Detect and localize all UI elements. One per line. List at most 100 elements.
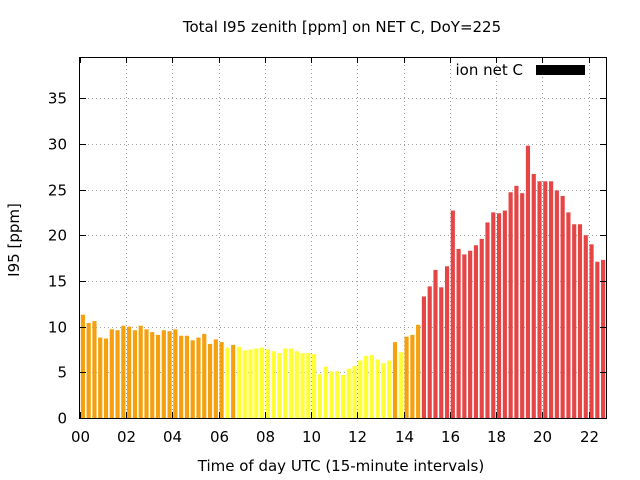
bar [404, 336, 409, 418]
x-tick-label: 06 [210, 428, 229, 446]
bar [468, 250, 473, 418]
x-tick-label: 16 [441, 428, 460, 446]
bar [300, 353, 305, 418]
bar [554, 190, 559, 418]
bar [577, 224, 583, 418]
bar [288, 348, 294, 418]
bar [520, 193, 525, 418]
legend-label: ion net C [456, 61, 523, 79]
bar [254, 348, 259, 418]
bar [444, 266, 450, 418]
bar [358, 360, 363, 418]
bar [80, 314, 85, 418]
bar [260, 347, 265, 418]
x-tick-label: 12 [348, 428, 367, 446]
bar [364, 355, 369, 418]
bar [502, 210, 507, 418]
axis-ticks: 00 02 04 06 08 10 12 14 16 18 20 22 0 5 10 15 20 25 30 35 [48, 57, 606, 446]
bar [473, 245, 479, 418]
bar [335, 371, 340, 418]
bar [144, 329, 149, 418]
bar [103, 338, 109, 418]
bar [491, 212, 496, 418]
chart-title: Total I95 zenith [ppm] on NET C, DoY=225 [182, 18, 501, 36]
bar [427, 286, 432, 418]
y-tick-label: 35 [48, 90, 67, 108]
bar [346, 368, 351, 418]
bar [225, 347, 230, 418]
bar [433, 269, 438, 418]
bar [514, 185, 519, 418]
y-tick-label: 25 [48, 182, 67, 200]
bar [398, 352, 403, 418]
bar [560, 195, 565, 418]
bar [98, 337, 103, 418]
bar [595, 261, 600, 418]
bar [150, 332, 155, 418]
bar [496, 213, 502, 418]
y-tick-label: 10 [48, 319, 67, 337]
bar [572, 224, 577, 418]
bar [525, 145, 531, 418]
bar [283, 348, 288, 418]
bar [462, 254, 467, 418]
x-tick-label: 04 [163, 428, 182, 446]
bar [375, 359, 380, 418]
bar [213, 339, 218, 418]
bar [479, 238, 484, 418]
bar [392, 342, 398, 418]
y-tick-label: 30 [48, 136, 67, 154]
bar [352, 365, 357, 418]
bar [271, 351, 276, 418]
bar [589, 244, 594, 418]
bar [138, 325, 143, 418]
y-tick-label: 15 [48, 273, 67, 291]
y-tick-label: 20 [48, 227, 67, 245]
bar [543, 181, 548, 418]
bar-series [80, 145, 606, 418]
bar [329, 371, 334, 418]
bar [132, 330, 137, 418]
x-tick-label: 00 [71, 428, 90, 446]
bar [537, 181, 542, 418]
bar [312, 354, 317, 418]
x-tick-label: 02 [117, 428, 136, 446]
bar [277, 353, 282, 418]
bar [323, 366, 328, 418]
bar [115, 330, 120, 418]
x-tick-label: 18 [487, 428, 506, 446]
bar [196, 337, 201, 418]
y-axis-label: I95 [ppm] [5, 203, 23, 277]
bar [508, 192, 513, 418]
x-tick-label: 10 [302, 428, 321, 446]
legend: ion net C [456, 61, 585, 79]
bar [236, 346, 242, 418]
bar [231, 344, 236, 418]
legend-swatch [536, 65, 585, 75]
bar [92, 321, 97, 418]
bar [601, 259, 606, 418]
bar [109, 329, 114, 418]
bar [248, 349, 253, 418]
bar [202, 333, 207, 418]
bar [381, 363, 386, 418]
bar [549, 181, 554, 418]
x-axis-label: Time of day UTC (15-minute intervals) [197, 457, 484, 475]
bar [450, 210, 455, 418]
y-tick-label: 0 [57, 410, 67, 428]
bar [173, 329, 178, 418]
bar [86, 322, 91, 418]
bar [387, 360, 392, 418]
bar [439, 287, 444, 418]
bar [242, 350, 247, 418]
bar [340, 375, 346, 418]
bar [219, 342, 224, 418]
plot-frame [79, 57, 607, 419]
bar [531, 173, 536, 418]
bar [190, 340, 195, 418]
bar [566, 212, 571, 418]
bar [416, 324, 421, 418]
x-tick-label: 22 [580, 428, 599, 446]
bar [207, 343, 213, 418]
